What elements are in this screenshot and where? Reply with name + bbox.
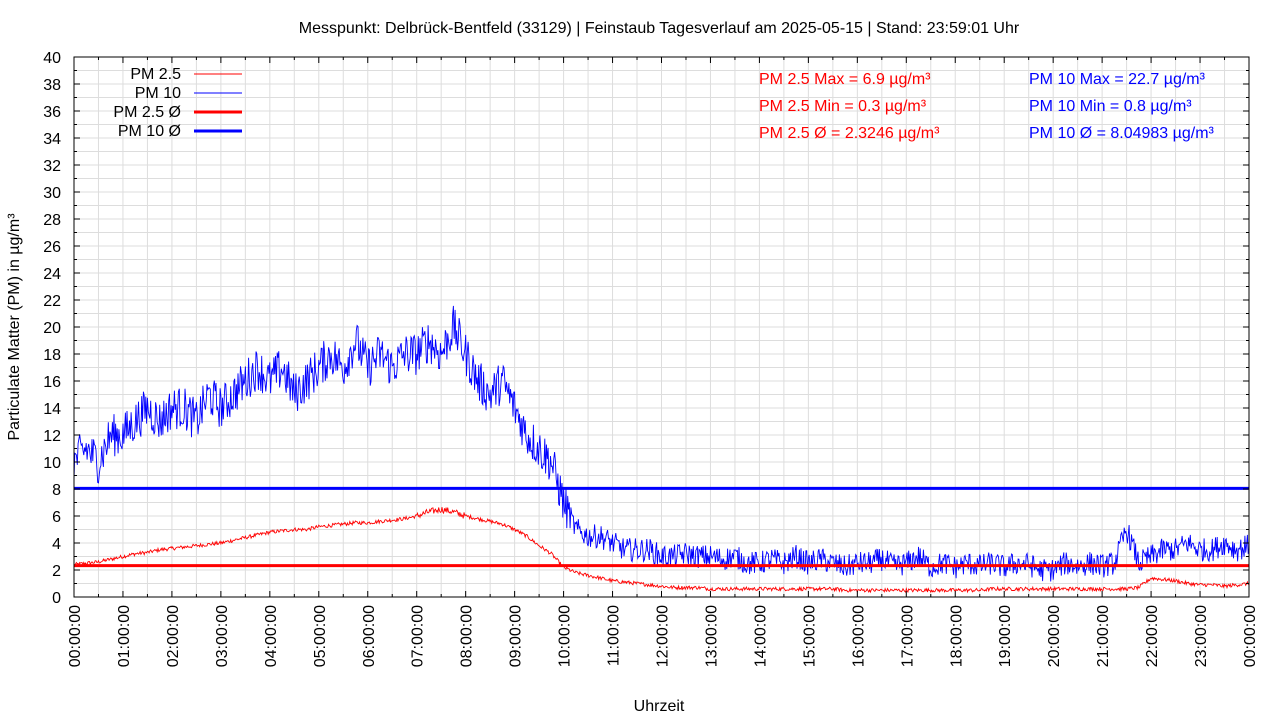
x-tick-label: 09:00:00 <box>508 605 525 667</box>
series-layer <box>73 305 1250 594</box>
y-tick-label: 14 <box>43 401 61 418</box>
pm10-stat: PM 10 Max = 22.7 µg/m³ <box>1029 71 1206 88</box>
y-axis-label: Particulate Matter (PM) in µg/m³ <box>6 213 23 441</box>
y-tick-label: 30 <box>43 185 61 202</box>
chart-title: Messpunkt: Delbrück-Bentfeld (33129) | F… <box>299 20 1020 37</box>
x-tick-label: 07:00:00 <box>410 605 427 667</box>
y-tick-label: 2 <box>52 563 61 580</box>
x-tick-label: 21:00:00 <box>1095 605 1112 667</box>
y-tick-label: 28 <box>43 212 61 229</box>
x-tick-label: 11:00:00 <box>606 605 623 666</box>
x-tick-label: 19:00:00 <box>997 605 1014 667</box>
x-tick-label: 15:00:00 <box>801 605 818 667</box>
legend-label: PM 10 Ø <box>118 123 181 140</box>
series-line-pm-2-5 <box>73 507 1250 594</box>
y-tick-label: 8 <box>52 482 61 499</box>
y-tick-label: 32 <box>43 158 61 175</box>
x-tick-label: 00:00:00 <box>1242 605 1259 667</box>
x-tick-label: 00:00:00 <box>67 605 84 667</box>
x-tick-label: 03:00:00 <box>214 605 231 667</box>
x-tick-label: 12:00:00 <box>655 605 672 667</box>
legend: PM 2.5 PM 10 PM 2.5 Ø PM 10 Ø <box>113 66 242 140</box>
annotations: PM 2.5 Max = 6.9 µg/m³ PM 2.5 Min = 0.3 µ… <box>759 71 1215 142</box>
y-tick-label: 38 <box>43 77 61 94</box>
y-tick-label: 6 <box>52 509 61 526</box>
y-tick-label: 24 <box>43 266 61 283</box>
y-tick-label: 20 <box>43 320 61 337</box>
x-tick-label: 06:00:00 <box>361 605 378 667</box>
x-tick-label: 04:00:00 <box>263 605 280 667</box>
y-tick-label: 12 <box>43 428 61 445</box>
y-tick-label: 36 <box>43 104 61 121</box>
x-tick-label: 18:00:00 <box>948 605 965 667</box>
x-tick-label: 02:00:00 <box>165 605 182 667</box>
pm10-stat: PM 10 Min = 0.8 µg/m³ <box>1029 98 1192 115</box>
x-tick-label: 14:00:00 <box>752 605 769 667</box>
x-tick-label: 20:00:00 <box>1046 605 1063 667</box>
x-tick-label: 17:00:00 <box>899 605 916 667</box>
x-tick-label: 13:00:00 <box>703 605 720 667</box>
x-tick-label: 16:00:00 <box>850 605 867 667</box>
y-tick-label: 26 <box>43 239 61 256</box>
y-tick-label: 40 <box>43 50 61 67</box>
grid <box>73 56 1250 598</box>
x-tick-label: 10:00:00 <box>557 605 574 667</box>
legend-label: PM 2.5 <box>130 66 181 83</box>
x-tick-label: 01:00:00 <box>116 605 133 667</box>
pm25-stat: PM 2.5 Min = 0.3 µg/m³ <box>759 98 927 115</box>
y-tick-label: 34 <box>43 131 61 148</box>
pm25-stat: PM 2.5 Ø = 2.3246 µg/m³ <box>759 125 940 142</box>
y-tick-label: 16 <box>43 374 61 391</box>
y-tick-label: 18 <box>43 347 61 364</box>
y-tick-label: 4 <box>52 536 61 553</box>
y-tick-label: 10 <box>43 455 61 472</box>
x-tick-label: 08:00:00 <box>459 605 476 667</box>
x-axis-label: Uhrzeit <box>634 698 685 715</box>
axes: 024681012141618202224262830323436384000:… <box>43 50 1259 667</box>
x-tick-label: 05:00:00 <box>312 605 329 667</box>
x-tick-label: 23:00:00 <box>1193 605 1210 667</box>
pm25-stat: PM 2.5 Max = 6.9 µg/m³ <box>759 71 931 88</box>
y-tick-label: 0 <box>52 590 61 607</box>
pm10-stat: PM 10 Ø = 8.04983 µg/m³ <box>1029 125 1215 142</box>
series-line-pm-10 <box>73 305 1250 582</box>
y-tick-label: 22 <box>43 293 61 310</box>
x-tick-label: 22:00:00 <box>1144 605 1161 667</box>
legend-label: PM 2.5 Ø <box>113 104 181 121</box>
legend-label: PM 10 <box>135 85 181 102</box>
